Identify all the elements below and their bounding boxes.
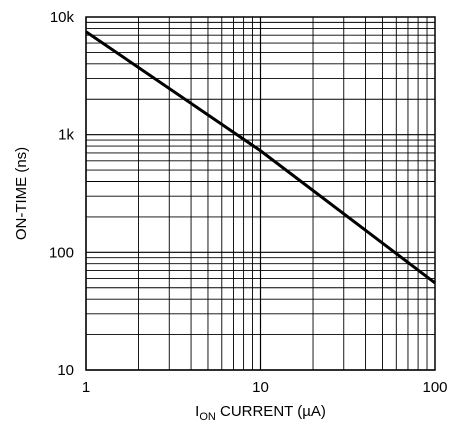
y-tick-label: 1k [58, 127, 74, 144]
x-tick-label: 1 [82, 379, 90, 396]
on-time-curve [85, 30, 436, 285]
tick-labels: 1 10 100 10 100 1k 10k [49, 9, 448, 396]
x-tick-label: 100 [422, 379, 447, 396]
series-layer [85, 30, 436, 285]
y-tick-label: 100 [49, 244, 74, 261]
grid-lines [85, 17, 435, 371]
x-tick-label: 10 [252, 379, 269, 396]
x-axis-label: ION CURRENT (µA) [195, 403, 326, 423]
y-tick-label: 10k [50, 9, 75, 26]
y-tick-label: 10 [57, 362, 74, 379]
y-axis-label: ON-TIME (ns) [13, 147, 30, 240]
plot-frame [85, 16, 436, 371]
